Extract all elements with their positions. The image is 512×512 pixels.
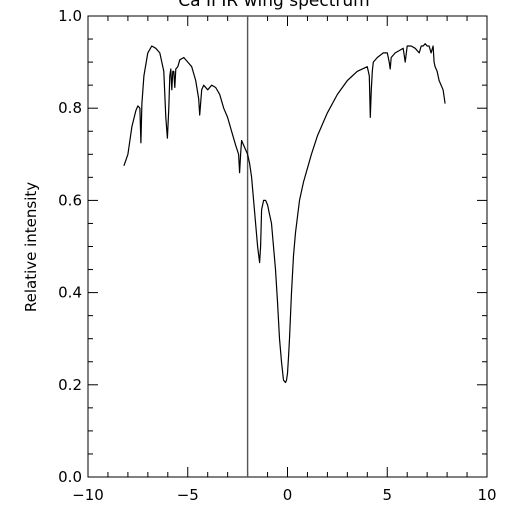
plot-frame-layer	[87, 15, 488, 478]
y-tick-label: 0.6	[58, 191, 82, 209]
y-tick-label: 0.2	[58, 376, 82, 394]
x-tick-label: 0	[283, 486, 293, 504]
y-tick-labels: 0.0 0.2 0.4 0.6 0.8 1.0	[58, 7, 82, 486]
x-tick-label: −10	[72, 486, 104, 504]
y-axis-label: Relative intensity	[22, 182, 40, 312]
y-tick-label: 0.8	[58, 99, 82, 117]
spectrum-line	[123, 43, 446, 384]
x-tick-label: −5	[177, 486, 199, 504]
y-ticks	[88, 15, 487, 478]
chart-title: Ca II IR wing spectrum	[178, 0, 369, 11]
x-tick-label: 5	[382, 486, 392, 504]
y-tick-label: 1.0	[58, 7, 82, 25]
y-tick-label: 0.0	[58, 468, 82, 486]
x-tick-labels: −10 −5 0 5 10	[72, 486, 496, 504]
x-ticks	[87, 16, 488, 477]
plot-frame	[87, 15, 488, 478]
series-layer	[123, 43, 446, 384]
x-tick-label: 10	[477, 486, 496, 504]
y-tick-label: 0.4	[58, 284, 82, 302]
